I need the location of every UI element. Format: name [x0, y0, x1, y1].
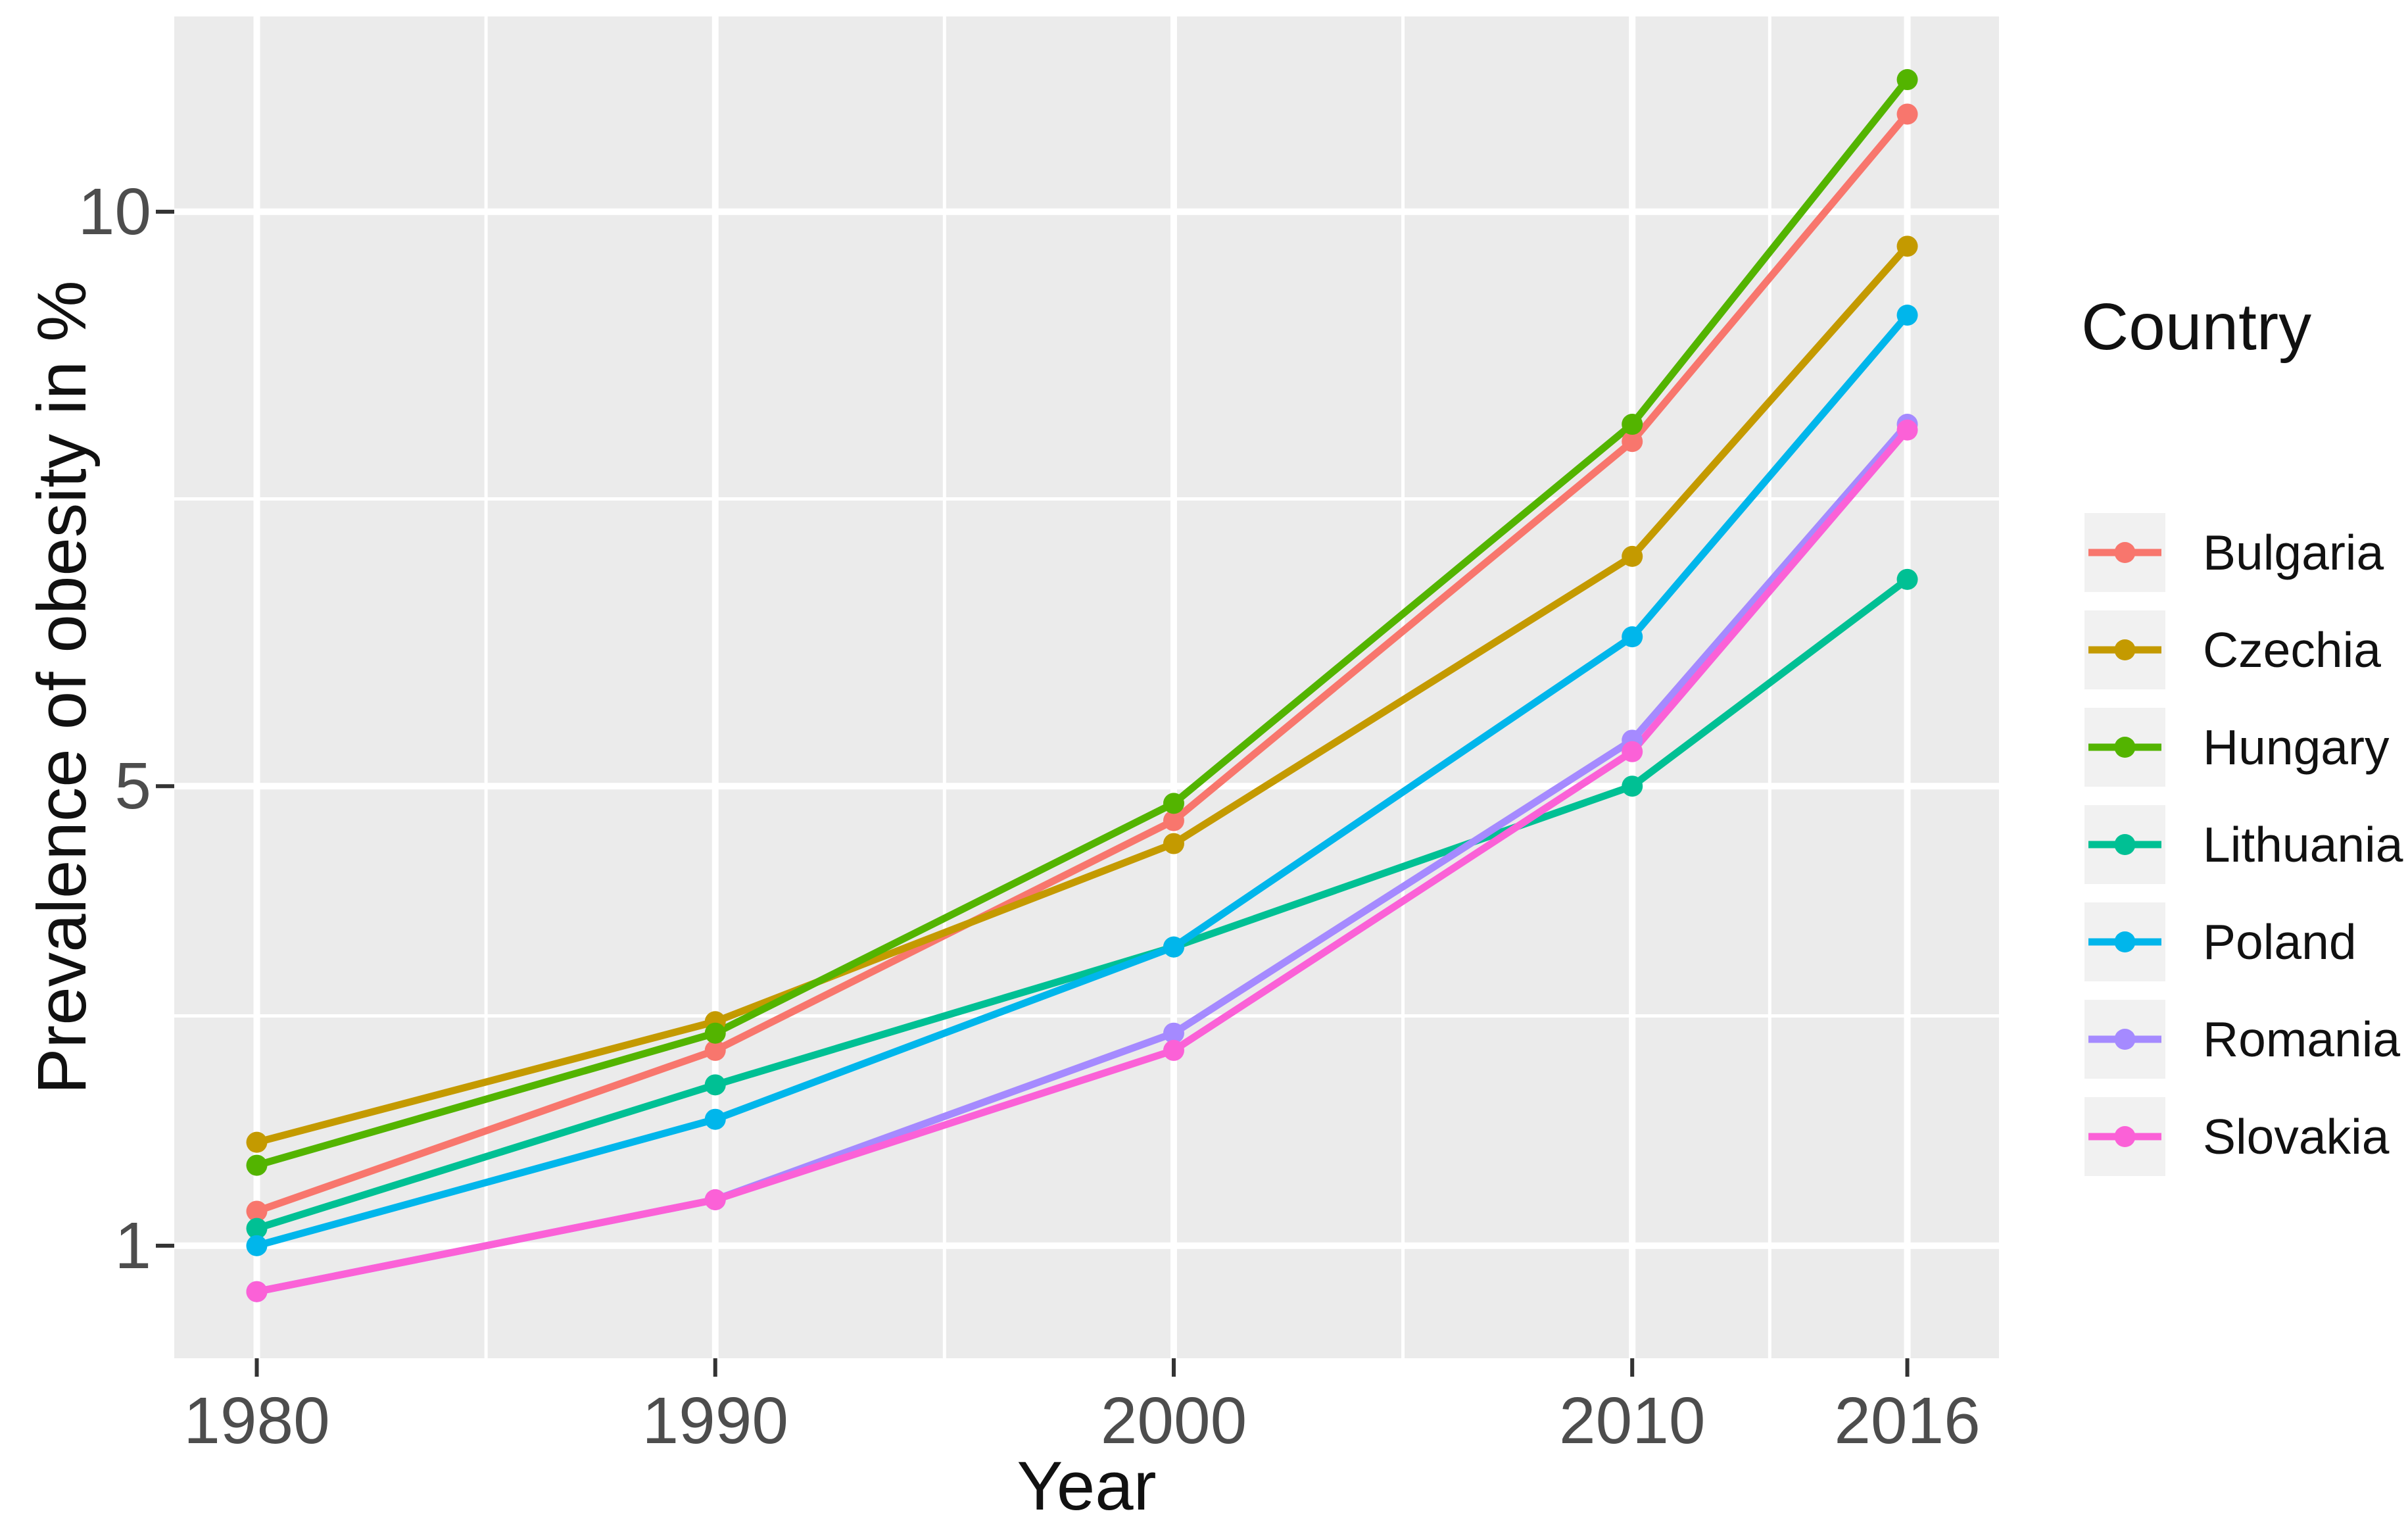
legend-item-poland: Poland [2081, 902, 2403, 981]
y-tick-label-10: 10 [78, 174, 151, 249]
legend-key-swatch-hungary [2084, 708, 2165, 787]
legend-label-poland: Poland [2203, 914, 2357, 970]
legend-title: Country [2081, 290, 2312, 364]
data-point-lithuania [246, 1218, 268, 1239]
data-point-czechia [246, 1131, 268, 1153]
data-point-bulgaria [1896, 103, 1918, 125]
data-point-czechia [1622, 545, 1643, 567]
data-point-bulgaria [1622, 431, 1643, 453]
legend-label-lithuania: Lithuania [2203, 817, 2403, 872]
data-point-romania [1163, 1022, 1184, 1044]
x-tick-label-1990: 1990 [642, 1384, 788, 1458]
data-point-poland [1163, 936, 1184, 958]
legend-label-romania: Romania [2203, 1012, 2401, 1067]
legend-item-romania: Romania [2081, 1000, 2403, 1079]
y-axis-title: Prevalence of obesity in % [24, 280, 101, 1095]
y-tick-label-5: 5 [114, 749, 151, 824]
legend-key-swatch-czechia [2084, 610, 2165, 689]
data-point-hungary [1622, 414, 1643, 435]
legend-key-swatch-bulgaria [2084, 513, 2165, 592]
data-point-lithuania [1622, 775, 1643, 797]
data-point-slovakia [1622, 741, 1643, 762]
data-point-hungary [1896, 69, 1918, 91]
legend-label-bulgaria: Bulgaria [2203, 525, 2384, 580]
data-point-lithuania [704, 1074, 726, 1096]
legend: Country Bulgaria Czechia Hungary Lithuania P… [2081, 289, 2403, 1176]
legend-label-czechia: Czechia [2203, 622, 2381, 677]
legend-item-hungary: Hungary [2081, 708, 2403, 787]
panel-background [174, 16, 1999, 1358]
x-tick-label-2016: 2016 [1834, 1384, 1981, 1458]
data-point-hungary [1163, 793, 1184, 814]
data-point-slovakia [1163, 1039, 1184, 1061]
data-point-bulgaria [704, 1039, 726, 1061]
data-point-poland [704, 1108, 726, 1130]
legend-label-slovakia: Slovakia [2203, 1109, 2390, 1164]
data-point-poland [1622, 626, 1643, 648]
legend-item-bulgaria: Bulgaria [2081, 513, 2403, 592]
x-tick-label-2000: 2000 [1100, 1384, 1247, 1458]
legend-key-swatch-poland [2084, 902, 2165, 981]
legend-item-slovakia: Slovakia [2081, 1097, 2403, 1176]
legend-label-hungary: Hungary [2203, 720, 2390, 775]
data-point-slovakia [1896, 419, 1918, 441]
legend-key-swatch-slovakia [2084, 1097, 2165, 1176]
data-point-poland [246, 1235, 268, 1256]
data-point-bulgaria [1163, 810, 1184, 831]
data-point-bulgaria [246, 1200, 268, 1222]
legend-item-lithuania: Lithuania [2081, 805, 2403, 884]
x-tick-label-1980: 1980 [183, 1384, 330, 1458]
legend-items: Bulgaria Czechia Hungary Lithuania Poland Rom… [2081, 405, 2403, 1176]
data-point-czechia [1896, 235, 1918, 257]
legend-key-swatch-romania [2084, 1000, 2165, 1079]
x-axis-title: Year [1017, 1448, 1157, 1525]
data-point-slovakia [246, 1281, 268, 1302]
legend-key-swatch-lithuania [2084, 805, 2165, 884]
x-tick-label-2010: 2010 [1558, 1384, 1706, 1458]
data-point-czechia [1163, 833, 1184, 854]
y-tick-label-1: 1 [114, 1208, 151, 1283]
data-point-lithuania [1896, 568, 1918, 590]
data-point-slovakia [704, 1189, 726, 1210]
data-point-poland [1896, 305, 1918, 326]
legend-item-czechia: Czechia [2081, 610, 2403, 689]
data-point-hungary [704, 1022, 726, 1044]
data-point-hungary [246, 1154, 268, 1176]
